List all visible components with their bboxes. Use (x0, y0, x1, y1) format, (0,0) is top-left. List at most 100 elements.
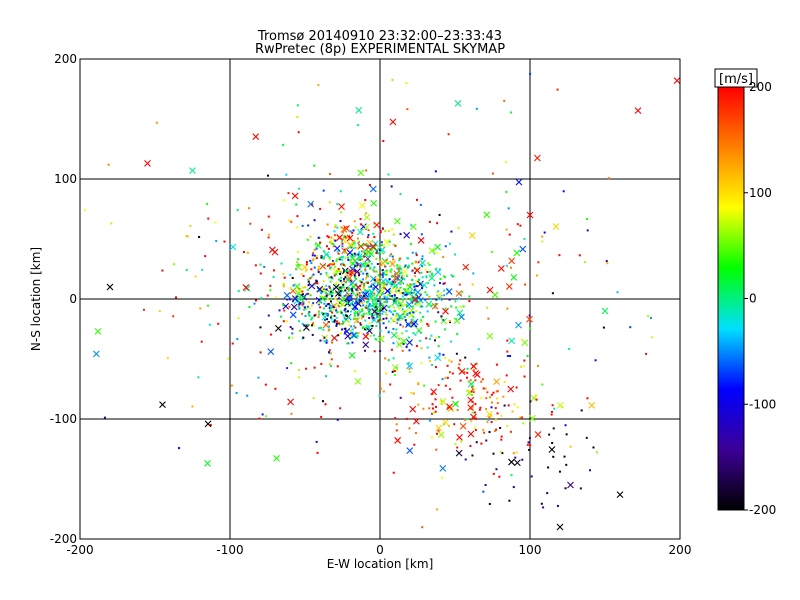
data-point (436, 432, 439, 435)
data-point (427, 282, 430, 285)
data-point-x (467, 404, 475, 411)
data-point (103, 416, 106, 419)
data-point (337, 252, 340, 255)
data-point (346, 293, 349, 296)
data-point-x (519, 245, 527, 253)
data-point-x (459, 422, 467, 430)
data-point (459, 379, 462, 382)
data-point (366, 236, 369, 239)
data-point (309, 235, 312, 238)
data-point (372, 287, 375, 290)
data-point (432, 412, 435, 415)
data-point (407, 264, 410, 267)
data-point (414, 260, 417, 263)
data-point (472, 391, 475, 394)
data-point-x (673, 77, 681, 84)
data-point (441, 402, 444, 405)
data-point-x (497, 265, 505, 272)
data-point (439, 278, 442, 281)
data-point (336, 320, 339, 323)
data-point-x (588, 401, 596, 409)
data-point (359, 285, 362, 288)
data-point (371, 318, 374, 321)
data-point (406, 108, 409, 111)
data-point (291, 336, 294, 339)
data-point (411, 262, 414, 265)
data-point-x (331, 334, 338, 342)
data-point-x (189, 167, 196, 174)
data-point (315, 247, 318, 250)
data-point (351, 331, 354, 334)
data-point (399, 286, 402, 289)
data-point (400, 281, 403, 284)
data-point (357, 258, 360, 261)
data-point (362, 272, 365, 275)
data-point (315, 440, 318, 443)
data-point (259, 272, 262, 275)
data-point (369, 305, 372, 308)
data-point (350, 246, 353, 249)
data-point (552, 455, 555, 458)
data-point (345, 287, 348, 290)
data-point (387, 173, 390, 176)
data-point (291, 277, 294, 280)
data-point (376, 277, 379, 280)
data-point (547, 466, 550, 469)
data-point-x (468, 232, 476, 239)
data-point (265, 415, 268, 418)
data-point (360, 270, 363, 273)
data-point (647, 315, 650, 318)
data-point (449, 388, 452, 391)
data-point (368, 322, 371, 325)
data-point (391, 297, 394, 300)
data-point-x (371, 307, 379, 315)
colorbar-scale (717, 86, 745, 511)
data-point-x (485, 410, 493, 418)
data-point (207, 217, 210, 220)
y-tick-label: 200 (54, 52, 77, 66)
data-point-x (393, 270, 401, 278)
data-point (436, 508, 439, 511)
data-point (318, 289, 321, 292)
data-point (368, 316, 371, 319)
data-point (325, 312, 328, 315)
data-point (158, 310, 161, 313)
data-point (307, 224, 310, 227)
data-point (352, 239, 355, 242)
data-point (398, 318, 401, 321)
data-point (510, 474, 513, 477)
data-point (304, 296, 307, 299)
data-point (330, 239, 333, 242)
data-point (375, 252, 378, 255)
data-point (396, 298, 399, 301)
data-point (431, 403, 434, 406)
data-point (495, 418, 498, 421)
data-point (492, 452, 495, 455)
data-point (107, 163, 110, 166)
data-point (335, 309, 338, 312)
data-point-x (291, 295, 299, 303)
data-point (426, 270, 429, 273)
data-point-x (346, 234, 354, 242)
data-point (259, 326, 262, 329)
data-point (553, 407, 556, 410)
data-point (433, 306, 436, 309)
data-point (389, 290, 392, 293)
data-point (309, 259, 312, 262)
data-point (370, 309, 373, 312)
data-point-x (455, 449, 463, 457)
data-point (466, 367, 469, 370)
data-point (523, 359, 526, 362)
data-point (331, 320, 334, 323)
data-point (327, 303, 330, 306)
data-point (328, 325, 331, 328)
data-point (387, 359, 390, 362)
data-point (429, 298, 432, 301)
data-point (288, 336, 291, 339)
chart-title: Tromsø 20140910 23:32:00–23:33:43 (257, 29, 502, 44)
data-point-x (529, 415, 536, 422)
data-point (325, 271, 328, 274)
data-point (395, 429, 398, 432)
data-point (345, 296, 348, 299)
data-point (528, 448, 531, 451)
